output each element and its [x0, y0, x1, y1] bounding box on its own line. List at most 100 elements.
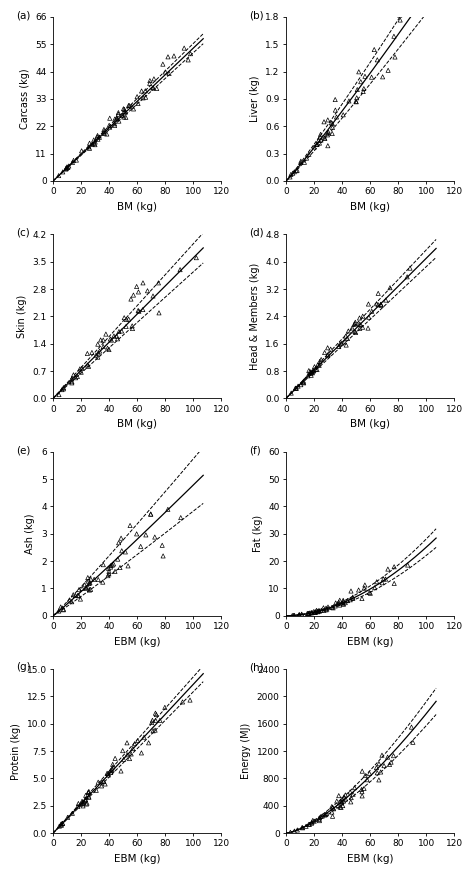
- Point: [396, 8, 403, 22]
- Point: [100, 340, 107, 354]
- Point: [298, 607, 306, 621]
- Point: [113, 329, 120, 343]
- Point: [345, 94, 353, 108]
- Point: [135, 285, 142, 299]
- Point: [77, 592, 84, 606]
- Point: [74, 588, 82, 602]
- Point: [309, 365, 316, 379]
- Point: [104, 766, 112, 780]
- Point: [62, 162, 70, 176]
- Point: [69, 156, 76, 170]
- Point: [386, 281, 394, 295]
- Point: [153, 81, 161, 95]
- Point: [337, 801, 345, 815]
- Point: [65, 159, 73, 173]
- Point: [133, 89, 141, 103]
- Point: [317, 128, 324, 142]
- Point: [386, 758, 393, 772]
- Point: [86, 583, 93, 597]
- Point: [142, 84, 149, 98]
- Y-axis label: Ash (kg): Ash (kg): [26, 514, 36, 554]
- Text: (c): (c): [16, 228, 30, 238]
- Point: [113, 111, 120, 125]
- Point: [84, 570, 91, 584]
- Point: [100, 333, 107, 347]
- Point: [324, 126, 331, 140]
- Point: [342, 329, 349, 343]
- Point: [377, 298, 384, 311]
- Point: [110, 329, 118, 343]
- Point: [116, 561, 124, 575]
- Point: [311, 606, 319, 620]
- Point: [108, 333, 115, 347]
- Point: [94, 775, 102, 789]
- Point: [384, 562, 392, 576]
- Point: [87, 572, 95, 586]
- Point: [321, 131, 328, 145]
- Point: [63, 161, 70, 175]
- Point: [305, 817, 313, 831]
- Point: [63, 161, 70, 175]
- Point: [146, 74, 154, 88]
- Point: [358, 764, 366, 778]
- Point: [85, 790, 92, 804]
- Point: [360, 81, 368, 95]
- Point: [374, 52, 381, 66]
- Point: [99, 575, 107, 589]
- Point: [365, 311, 373, 325]
- Point: [93, 130, 101, 144]
- Point: [152, 706, 159, 720]
- Point: [314, 358, 321, 372]
- Point: [64, 160, 72, 174]
- Point: [151, 530, 159, 544]
- Point: [69, 807, 76, 821]
- Point: [289, 166, 297, 180]
- Point: [57, 817, 65, 831]
- Point: [105, 343, 113, 357]
- Point: [334, 597, 342, 611]
- Point: [63, 160, 71, 174]
- Point: [316, 812, 323, 826]
- Point: [139, 276, 147, 290]
- Point: [355, 583, 363, 597]
- Point: [361, 768, 369, 782]
- Point: [313, 362, 321, 376]
- Point: [60, 381, 67, 395]
- Point: [135, 304, 142, 318]
- Point: [94, 572, 102, 586]
- Point: [358, 782, 365, 796]
- Point: [151, 723, 159, 737]
- Point: [111, 112, 118, 126]
- Point: [312, 605, 319, 619]
- Point: [107, 560, 114, 574]
- Point: [307, 365, 315, 379]
- Point: [368, 304, 375, 318]
- Point: [107, 558, 115, 572]
- Point: [320, 115, 328, 129]
- Point: [347, 584, 355, 598]
- Point: [68, 376, 76, 390]
- Y-axis label: Skin (kg): Skin (kg): [17, 295, 27, 338]
- Point: [106, 111, 114, 125]
- Point: [306, 606, 313, 620]
- Point: [359, 85, 367, 99]
- Point: [379, 70, 386, 84]
- Point: [323, 602, 331, 616]
- Point: [176, 262, 184, 276]
- Point: [155, 306, 163, 320]
- Point: [118, 108, 126, 123]
- Point: [295, 608, 303, 622]
- Point: [59, 164, 66, 178]
- Point: [78, 581, 86, 595]
- Point: [122, 319, 130, 333]
- Point: [137, 746, 145, 760]
- Point: [114, 552, 121, 566]
- Point: [339, 594, 347, 608]
- Point: [311, 606, 319, 620]
- Point: [371, 43, 378, 57]
- Y-axis label: Energy (MJ): Energy (MJ): [241, 723, 251, 780]
- Point: [159, 57, 167, 71]
- Point: [115, 106, 122, 120]
- Point: [124, 559, 132, 573]
- Point: [315, 604, 323, 618]
